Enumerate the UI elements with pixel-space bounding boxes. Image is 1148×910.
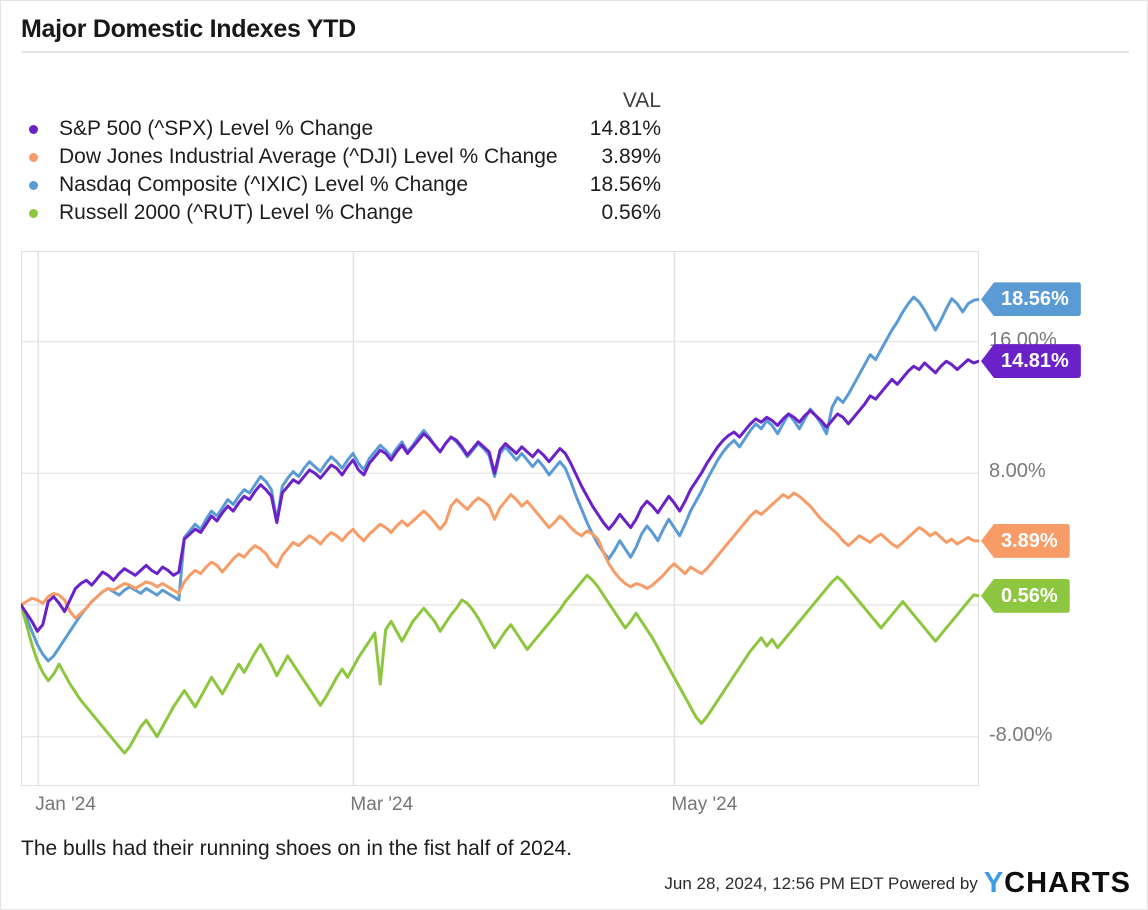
series-lines <box>21 295 979 755</box>
legend-item-rut[interactable]: Russell 2000 (^RUT) Level % Change 0.56% <box>21 199 661 227</box>
chart-svg <box>21 251 979 786</box>
value-flag-dow: 3.89% <box>981 523 1070 558</box>
ycharts-logo: Y CHARTS <box>984 867 1131 900</box>
legend-value-spx: 14.81% <box>589 117 661 140</box>
legend-color-dot-rut <box>29 209 38 218</box>
value-flag-sp500: 14.81% <box>981 344 1081 379</box>
legend-header: VAL <box>21 89 661 115</box>
legend-item-dji[interactable]: Dow Jones Industrial Average (^DJI) Leve… <box>21 143 661 171</box>
legend-item-spx[interactable]: S&P 500 (^SPX) Level % Change 14.81% <box>21 115 661 143</box>
series-line <box>21 358 979 633</box>
legend-value-column-header: VAL <box>622 89 661 112</box>
value-flag-russell: 0.56% <box>981 578 1070 613</box>
value-flag-nasdaq: 18.56% <box>981 282 1081 317</box>
chart-plot-area <box>21 251 979 786</box>
page-title: Major Domestic Indexes YTD <box>21 15 356 43</box>
chart-legend: VAL S&P 500 (^SPX) Level % Change 14.81%… <box>21 89 661 227</box>
chart-caption: The bulls had their running shoes on in … <box>21 837 573 860</box>
legend-label-dji: Dow Jones Industrial Average (^DJI) Leve… <box>59 145 558 168</box>
series-line <box>21 491 979 620</box>
y-axis-tick-8: 8.00% <box>989 460 1046 483</box>
legend-value-rut: 0.56% <box>601 201 661 224</box>
ycharts-y-glyph: Y <box>983 867 1005 899</box>
x-axis-tick-may: May '24 <box>671 794 738 815</box>
legend-label-spx: S&P 500 (^SPX) Level % Change <box>59 117 374 140</box>
legend-color-dot-ixic <box>29 181 38 190</box>
title-divider <box>21 51 1129 53</box>
ycharts-wordmark: CHARTS <box>1004 867 1131 899</box>
legend-color-dot-spx <box>29 125 38 134</box>
legend-value-ixic: 18.56% <box>589 173 661 196</box>
footer-timestamp: Jun 28, 2024, 12:56 PM EDT Powered by <box>664 873 978 893</box>
legend-value-dji: 3.89% <box>601 145 661 168</box>
legend-label-ixic: Nasdaq Composite (^IXIC) Level % Change <box>59 173 469 196</box>
series-line <box>21 573 979 755</box>
x-axis-tick-jan: Jan '24 <box>35 794 96 815</box>
series-line <box>21 295 979 663</box>
legend-label-rut: Russell 2000 (^RUT) Level % Change <box>59 201 414 224</box>
gridlines <box>21 251 979 786</box>
legend-color-dot-dji <box>29 153 38 162</box>
x-axis-tick-mar: Mar '24 <box>350 794 414 815</box>
legend-item-ixic[interactable]: Nasdaq Composite (^IXIC) Level % Change … <box>21 171 661 199</box>
y-axis-tick-neg8: -8.00% <box>989 723 1053 746</box>
